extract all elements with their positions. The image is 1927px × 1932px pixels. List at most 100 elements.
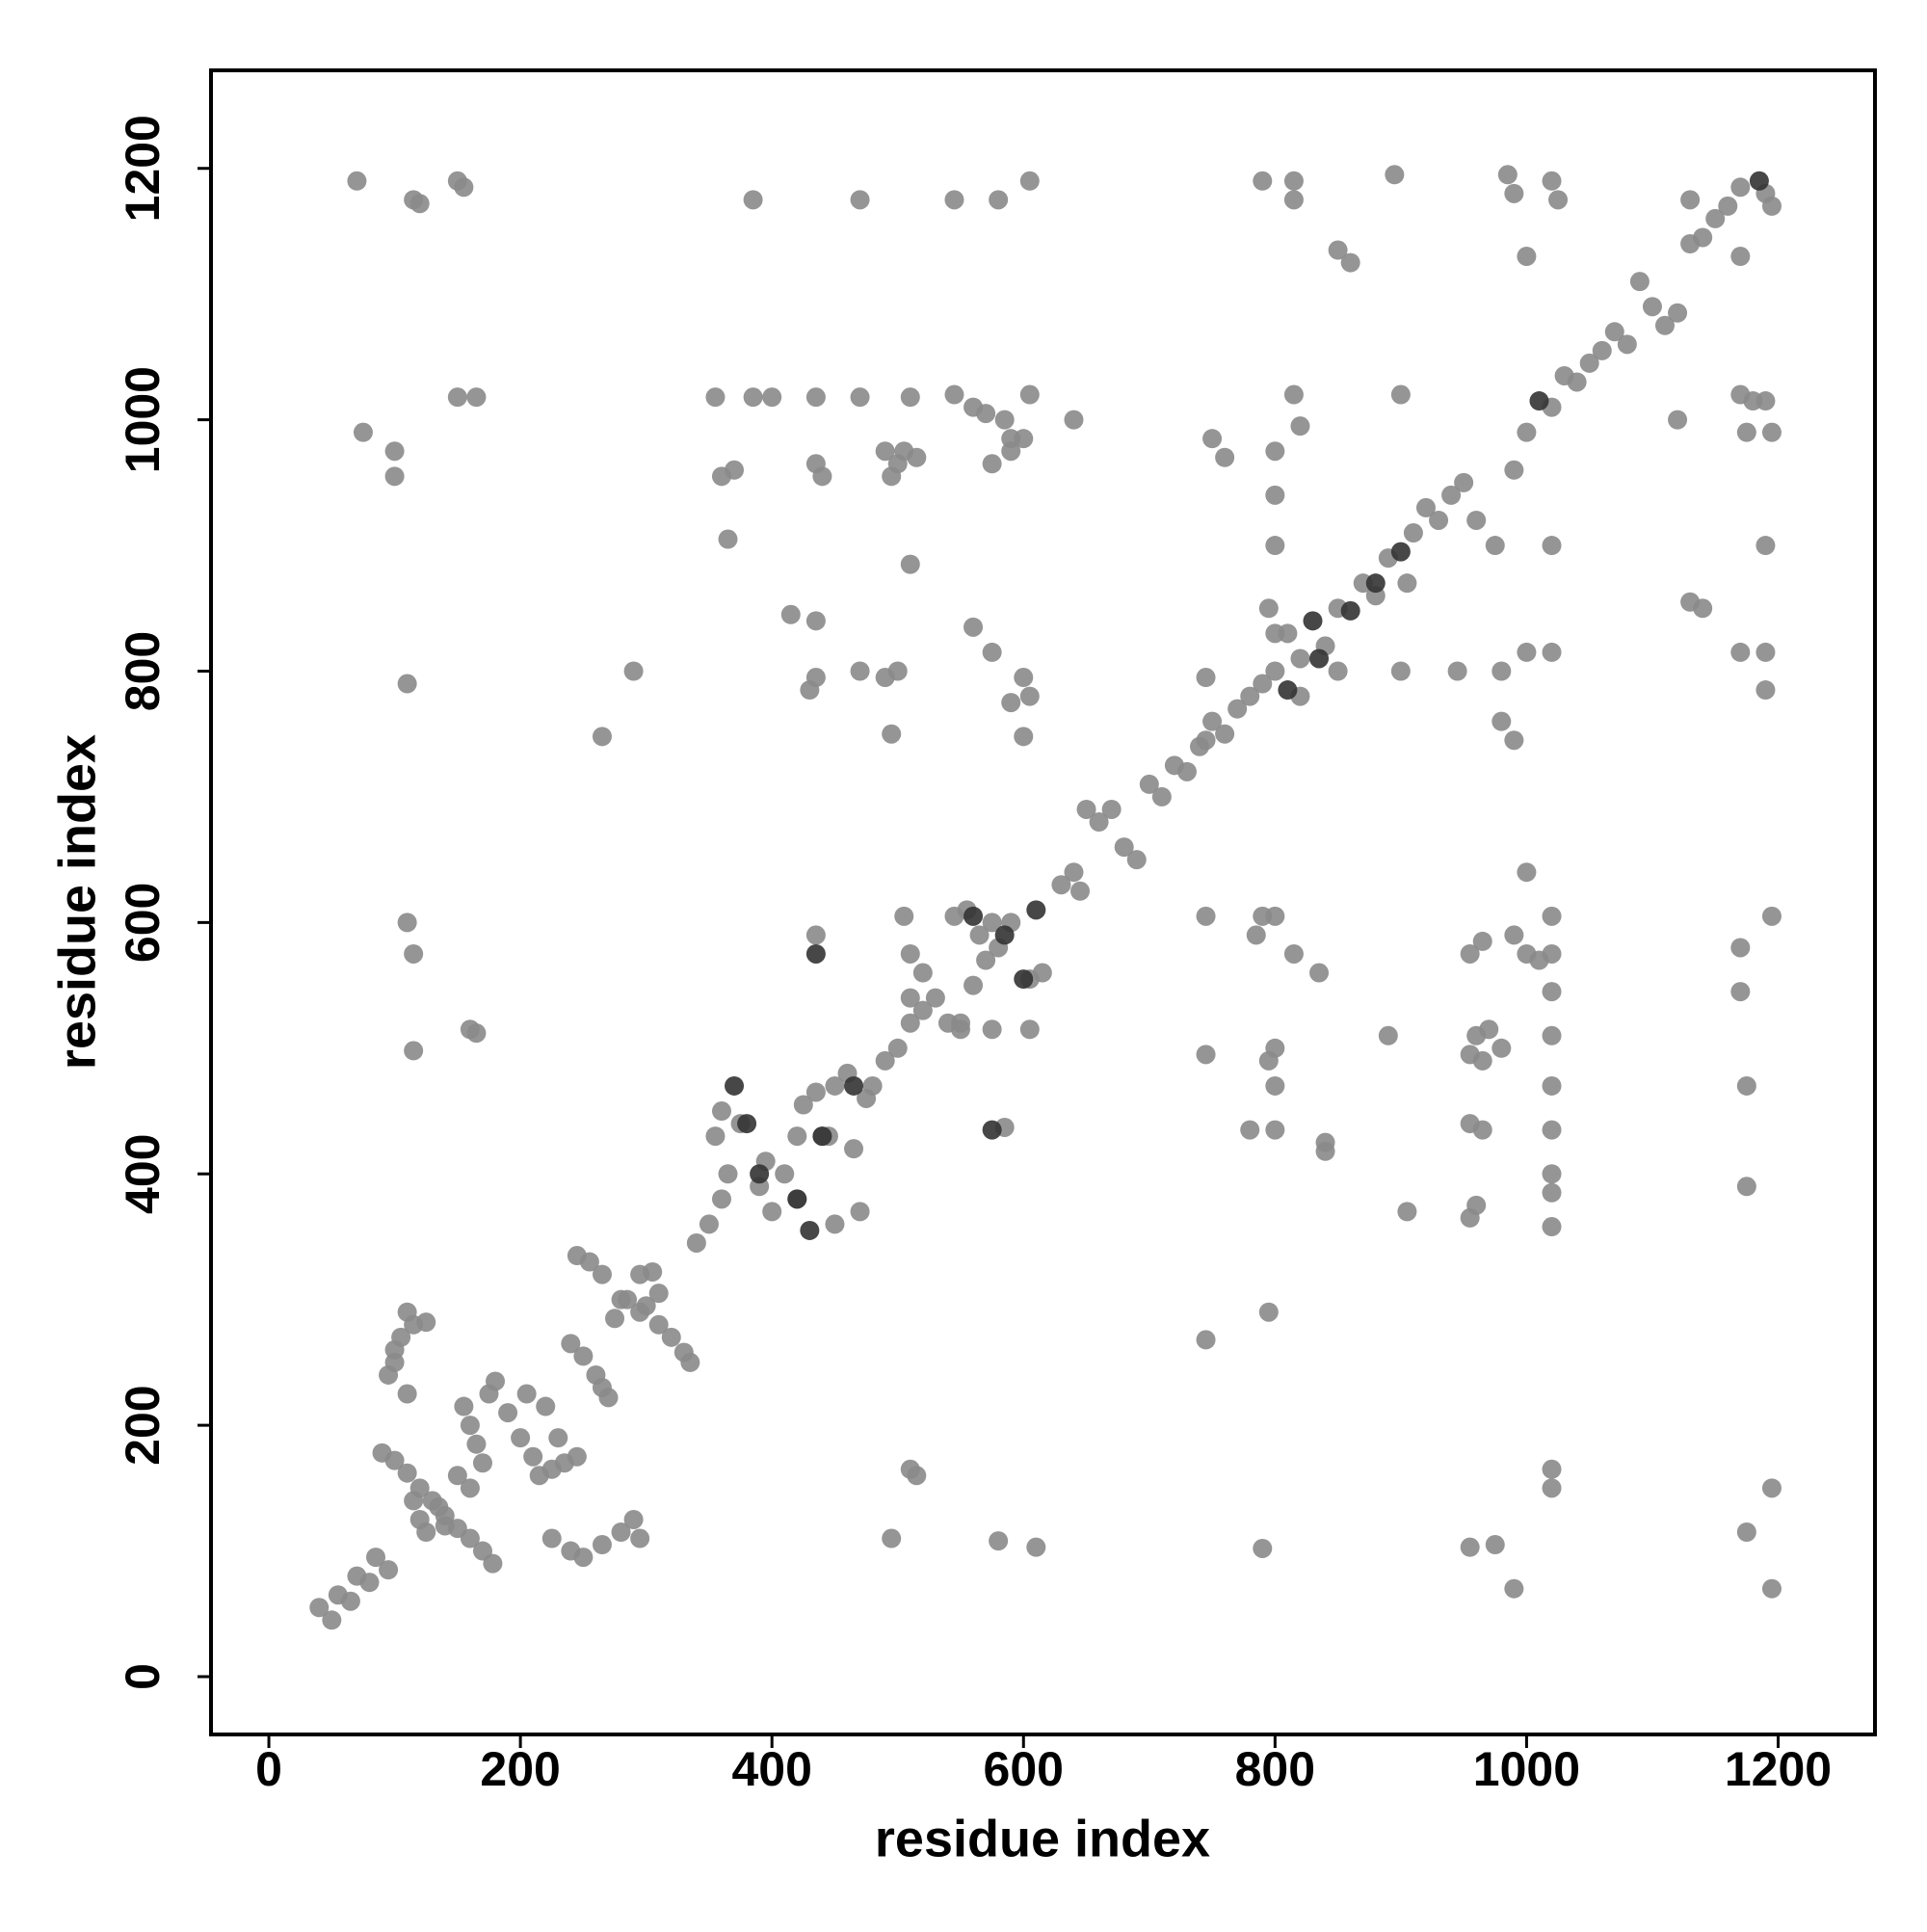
data-point — [1705, 208, 1726, 228]
data-point — [1064, 410, 1084, 430]
data-point — [750, 1164, 770, 1184]
data-point — [1479, 1019, 1499, 1040]
data-point — [1051, 875, 1071, 895]
data-point — [805, 943, 826, 964]
data-point — [762, 387, 782, 408]
data-point — [950, 1013, 970, 1033]
data-point — [1390, 384, 1411, 405]
data-point — [1265, 536, 1285, 556]
data-point — [1491, 711, 1512, 731]
data-point — [397, 674, 417, 694]
data-point — [1736, 1522, 1756, 1542]
data-point — [1290, 648, 1310, 669]
data-point — [850, 387, 870, 408]
data-point — [1542, 1025, 1562, 1045]
data-point — [1542, 1182, 1562, 1203]
data-point — [912, 963, 933, 983]
data-point — [1278, 680, 1298, 701]
data-point — [1019, 1019, 1040, 1040]
data-point — [762, 1202, 782, 1222]
data-point — [397, 1384, 417, 1404]
data-point — [743, 387, 763, 408]
data-point — [900, 943, 920, 964]
data-point — [1761, 1578, 1782, 1599]
data-point — [1504, 730, 1524, 751]
data-point — [648, 1284, 669, 1304]
data-point — [805, 925, 826, 945]
data-point — [643, 1261, 663, 1282]
data-point — [1542, 1459, 1562, 1479]
data-point — [1265, 1120, 1285, 1140]
data-point — [1196, 668, 1216, 688]
data-point — [592, 1535, 612, 1555]
data-point — [1472, 1050, 1492, 1071]
data-point — [1265, 661, 1285, 681]
data-point — [1196, 730, 1216, 751]
points — [309, 165, 1782, 1630]
data-point — [1253, 1538, 1273, 1558]
data-point — [1447, 661, 1467, 681]
data-point — [404, 1041, 424, 1061]
data-point — [850, 661, 870, 681]
data-point — [1265, 441, 1285, 462]
x-axis-label: residue index — [875, 1810, 1210, 1867]
data-point — [982, 1120, 1002, 1140]
data-point — [384, 466, 405, 487]
data-point — [805, 611, 826, 631]
data-point — [725, 1075, 745, 1096]
data-point — [1617, 334, 1637, 355]
data-point — [1755, 536, 1776, 556]
data-point — [1114, 837, 1134, 858]
y-tick-label: 1000 — [116, 366, 170, 473]
y-tick-label: 1200 — [116, 115, 170, 222]
data-point — [1749, 171, 1769, 191]
data-point — [1403, 523, 1423, 543]
y-tick-label: 600 — [116, 883, 170, 963]
data-point — [1328, 240, 1348, 260]
data-point — [1026, 1537, 1046, 1557]
data-point — [359, 1573, 380, 1593]
data-point — [1151, 786, 1172, 807]
data-point — [1265, 1075, 1285, 1096]
data-point — [705, 1126, 726, 1147]
data-point — [661, 1327, 681, 1347]
data-point — [1693, 227, 1713, 248]
data-point — [989, 1531, 1009, 1551]
data-point — [1504, 460, 1524, 480]
data-point — [1246, 925, 1266, 945]
data-point — [611, 1522, 631, 1542]
data-point — [900, 554, 920, 574]
data-point — [1397, 1202, 1417, 1222]
data-point — [1517, 862, 1537, 883]
data-point — [711, 1189, 731, 1209]
data-point — [573, 1548, 594, 1568]
y-tick-label: 400 — [116, 1134, 170, 1214]
data-point — [1303, 611, 1323, 631]
data-point — [964, 617, 984, 637]
data-point — [1265, 906, 1285, 926]
data-point — [1642, 297, 1662, 317]
data-point — [1014, 668, 1034, 688]
data-point — [1283, 190, 1304, 210]
data-point — [454, 177, 474, 198]
data-point — [1390, 661, 1411, 681]
data-point — [812, 466, 832, 487]
data-point — [384, 441, 405, 462]
data-point — [1542, 906, 1562, 926]
data-point — [686, 1232, 706, 1253]
data-point — [1139, 774, 1159, 794]
data-point — [1265, 485, 1285, 505]
data-point — [466, 1023, 487, 1044]
y-tick-label: 800 — [116, 631, 170, 711]
data-point — [1579, 353, 1599, 373]
data-point — [1215, 447, 1235, 467]
data-point — [636, 1296, 656, 1316]
data-point — [1196, 906, 1216, 926]
data-point — [705, 387, 726, 408]
data-point — [1466, 510, 1487, 530]
data-point — [483, 1553, 503, 1574]
data-point — [812, 1126, 832, 1147]
data-point — [429, 1496, 449, 1517]
data-point — [1542, 1478, 1562, 1498]
data-point — [1026, 900, 1046, 920]
